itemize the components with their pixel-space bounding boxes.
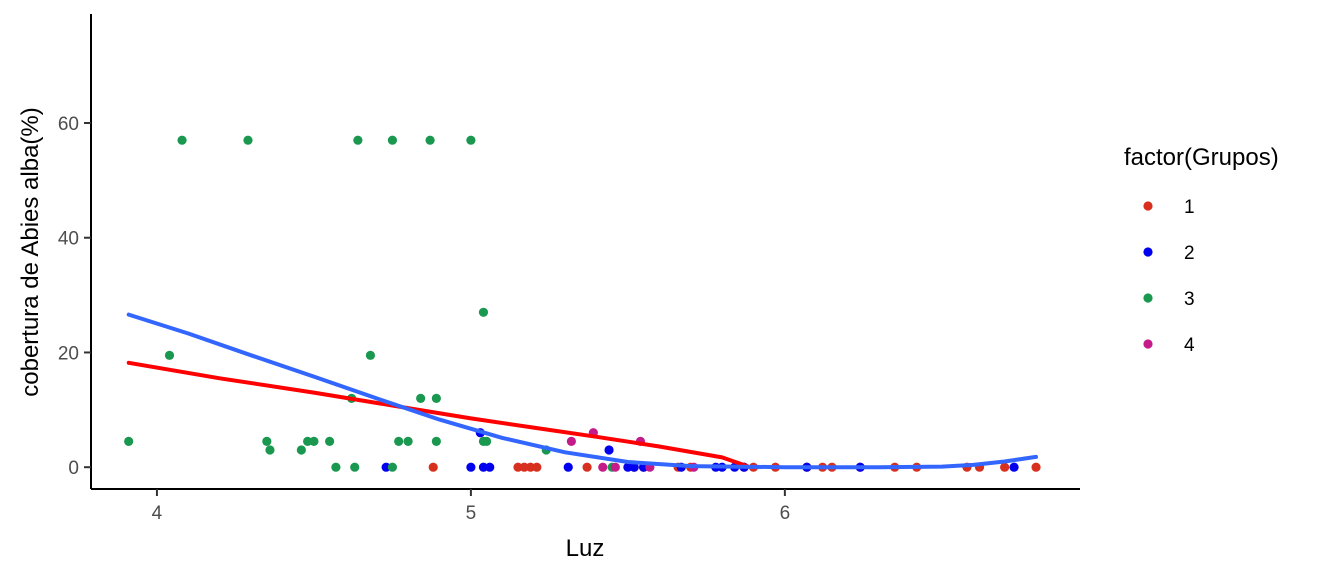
- data-point: [387, 462, 398, 472]
- legend-key: [1143, 339, 1153, 349]
- data-point: [563, 462, 573, 472]
- y-axis-ticks: 0 20 40 60: [58, 114, 91, 479]
- data-point: [425, 135, 435, 145]
- y-tick-label: 60: [58, 114, 79, 135]
- data-point: [566, 436, 576, 446]
- data-point: [431, 393, 441, 403]
- data-point: [629, 462, 639, 472]
- data-point: [428, 462, 438, 472]
- data-point: [416, 393, 426, 403]
- data-point: [485, 462, 495, 472]
- legend-entry: 1: [1143, 197, 1195, 218]
- data-point: [387, 135, 398, 145]
- legend-entries: 1 2 3 4: [1143, 197, 1195, 356]
- data-point: [265, 445, 275, 455]
- data-point: [394, 436, 404, 446]
- legend-title: factor(Grupos): [1124, 144, 1279, 171]
- legend-key: [1143, 201, 1153, 211]
- data-point: [177, 135, 187, 145]
- data-point: [604, 445, 614, 455]
- data-point: [598, 462, 608, 472]
- legend-entry: 3: [1143, 289, 1195, 310]
- x-tick-label: 6: [780, 503, 791, 524]
- data-point: [309, 436, 319, 446]
- trend-line: [126, 312, 1038, 470]
- data-point: [325, 436, 335, 446]
- data-point: [1000, 462, 1010, 472]
- data-point: [610, 462, 620, 472]
- legend-label: 1: [1184, 197, 1195, 218]
- series-3-points: [124, 135, 617, 472]
- data-point: [466, 462, 476, 472]
- data-point: [482, 436, 492, 446]
- data-point: [478, 307, 489, 317]
- x-axis-title: Luz: [566, 535, 605, 562]
- y-tick-label: 20: [58, 343, 79, 364]
- legend-entry: 2: [1143, 243, 1195, 264]
- data-point: [353, 135, 363, 145]
- data-point: [582, 462, 592, 472]
- legend-entry: 4: [1143, 335, 1195, 356]
- data-point: [350, 462, 360, 472]
- trend-line: [126, 360, 750, 469]
- x-tick-label: 5: [466, 503, 477, 524]
- y-axis-title: cobertura de Abies alba(%): [17, 107, 44, 397]
- data-point: [124, 436, 134, 446]
- legend-label: 3: [1184, 289, 1195, 310]
- legend-key: [1143, 293, 1153, 303]
- data-point: [262, 436, 272, 446]
- data-points: [124, 135, 1041, 472]
- data-point: [403, 436, 413, 446]
- x-axis-ticks: 4 5 6: [152, 489, 791, 524]
- legend-label: 2: [1184, 243, 1195, 264]
- data-point: [431, 436, 441, 446]
- data-point: [243, 135, 253, 145]
- legend-label: 4: [1184, 335, 1195, 356]
- data-point: [164, 350, 175, 360]
- legend-key: [1143, 247, 1153, 257]
- y-tick-label: 0: [68, 458, 79, 479]
- y-tick-label: 40: [58, 229, 79, 250]
- data-point: [1009, 462, 1019, 472]
- data-point: [331, 462, 341, 472]
- x-tick-label: 4: [152, 503, 163, 524]
- legend: factor(Grupos) 1 2 3 4: [1124, 144, 1279, 356]
- data-point: [1031, 462, 1041, 472]
- data-point: [466, 135, 476, 145]
- data-point: [532, 462, 542, 472]
- data-point: [296, 445, 306, 455]
- data-point: [365, 350, 376, 360]
